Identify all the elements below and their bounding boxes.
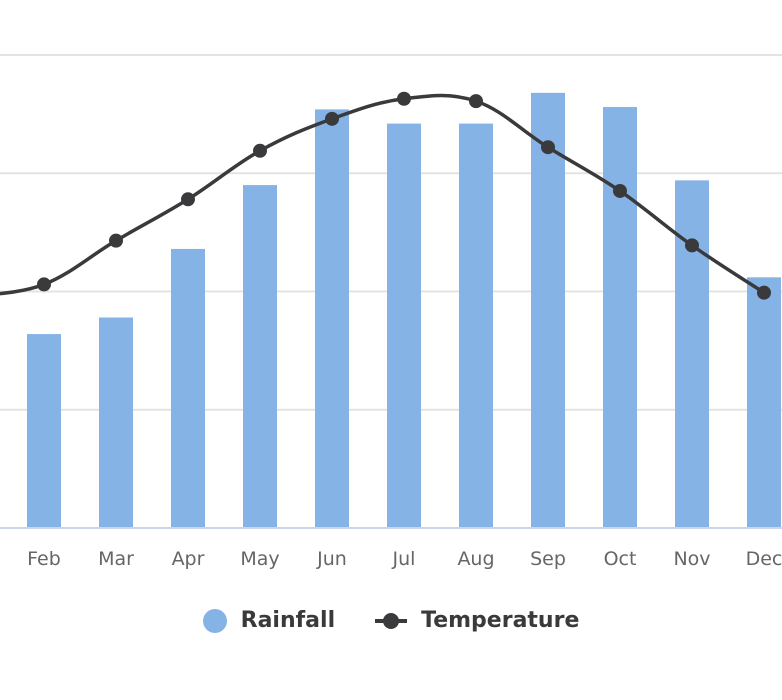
x-tick-label: Oct — [604, 548, 637, 570]
combo-chart: Feb Mar Apr May Jun Jul Aug Sep Oct Nov Dec — [0, 54, 782, 570]
rainfall-bar-oct[interactable] — [603, 107, 637, 528]
temperature-point-dec[interactable] — [757, 285, 771, 300]
legend-label: Temperature — [421, 608, 580, 633]
x-tick-label: Mar — [98, 548, 134, 570]
temperature-line-path — [0, 93, 765, 296]
x-tick-labels: Feb Mar Apr May Jun Jul Aug Sep Oct Nov Dec — [27, 548, 782, 570]
rainfall-bar-sep[interactable] — [531, 92, 565, 528]
legend-label: Rainfall — [240, 608, 336, 633]
temperature-point-sep[interactable] — [541, 140, 555, 155]
temperature-point-feb[interactable] — [37, 277, 51, 292]
temperature-point-oct[interactable] — [613, 183, 627, 198]
temperature-point-jul[interactable] — [397, 91, 411, 106]
temperature-point-apr[interactable] — [181, 192, 195, 207]
temperature-line — [0, 91, 771, 300]
rainfall-bar-nov[interactable] — [675, 180, 709, 528]
x-tick-label: Nov — [673, 548, 710, 570]
x-tick-label: Jun — [316, 548, 347, 570]
legend-item-rainfall[interactable]: Rainfall — [202, 608, 336, 633]
rainfall-bar-jul[interactable] — [387, 123, 421, 529]
x-tick-label: Sep — [530, 548, 566, 570]
x-tick-label: Dec — [746, 548, 782, 570]
temperature-point-may[interactable] — [253, 143, 267, 158]
circle-swatch-icon — [202, 608, 227, 633]
rainfall-bar-aug[interactable] — [459, 123, 493, 529]
x-tick-label: Aug — [457, 548, 494, 570]
rainfall-bar-may[interactable] — [243, 185, 277, 528]
rainfall-bar-dec[interactable] — [747, 277, 781, 528]
temperature-point-nov[interactable] — [685, 238, 699, 253]
legend-item-temperature[interactable]: Temperature — [375, 608, 579, 633]
temperature-point-jun[interactable] — [325, 111, 339, 126]
rainfall-bar-jun[interactable] — [315, 109, 349, 529]
x-tick-label: Apr — [172, 548, 205, 570]
x-tick-label: Feb — [27, 548, 61, 570]
swatch-marker — [383, 612, 400, 629]
rainfall-bar-mar[interactable] — [99, 317, 133, 528]
rainfall-bar-apr[interactable] — [171, 248, 205, 528]
rainfall-bar-feb[interactable] — [27, 334, 61, 528]
x-tick-label: May — [240, 548, 279, 570]
temperature-point-aug[interactable] — [469, 94, 483, 109]
legend: Rainfall Temperature — [0, 608, 782, 633]
x-tick-label: Jul — [392, 548, 416, 570]
temperature-point-mar[interactable] — [109, 233, 123, 248]
rainfall-bars — [27, 92, 781, 529]
line-marker-swatch-icon — [375, 609, 408, 633]
